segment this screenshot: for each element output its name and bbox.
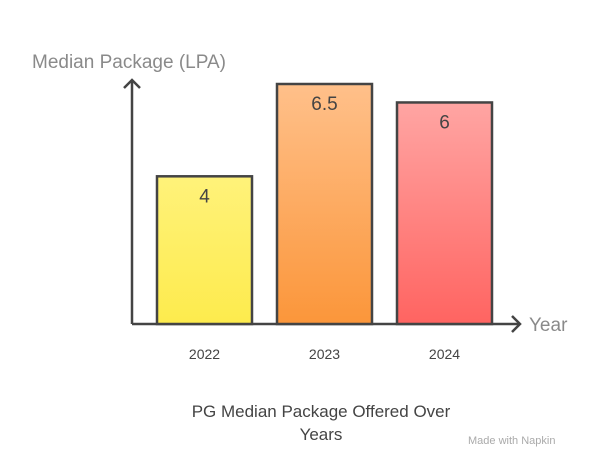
chart-title-line-2: Years xyxy=(300,425,343,444)
bar-value-label: 6 xyxy=(439,112,450,133)
x-axis-label: Year xyxy=(529,315,568,336)
y-axis-label: Median Package (LPA) xyxy=(32,52,226,73)
watermark: Made with Napkin xyxy=(468,435,555,447)
bar-2023 xyxy=(275,82,374,326)
bar-value-label: 6.5 xyxy=(311,94,337,115)
x-tick-label: 2024 xyxy=(429,346,460,362)
x-tick-label: 2022 xyxy=(189,346,220,362)
bar-value-label: 4 xyxy=(199,186,210,207)
bar-2024 xyxy=(395,101,494,326)
y-axis-arrow xyxy=(123,78,141,89)
chart-title-line-1: PG Median Package Offered Over xyxy=(192,402,451,421)
x-tick-label: 2023 xyxy=(309,346,340,362)
x-axis-arrow xyxy=(511,315,522,333)
bar-2022 xyxy=(155,175,254,326)
